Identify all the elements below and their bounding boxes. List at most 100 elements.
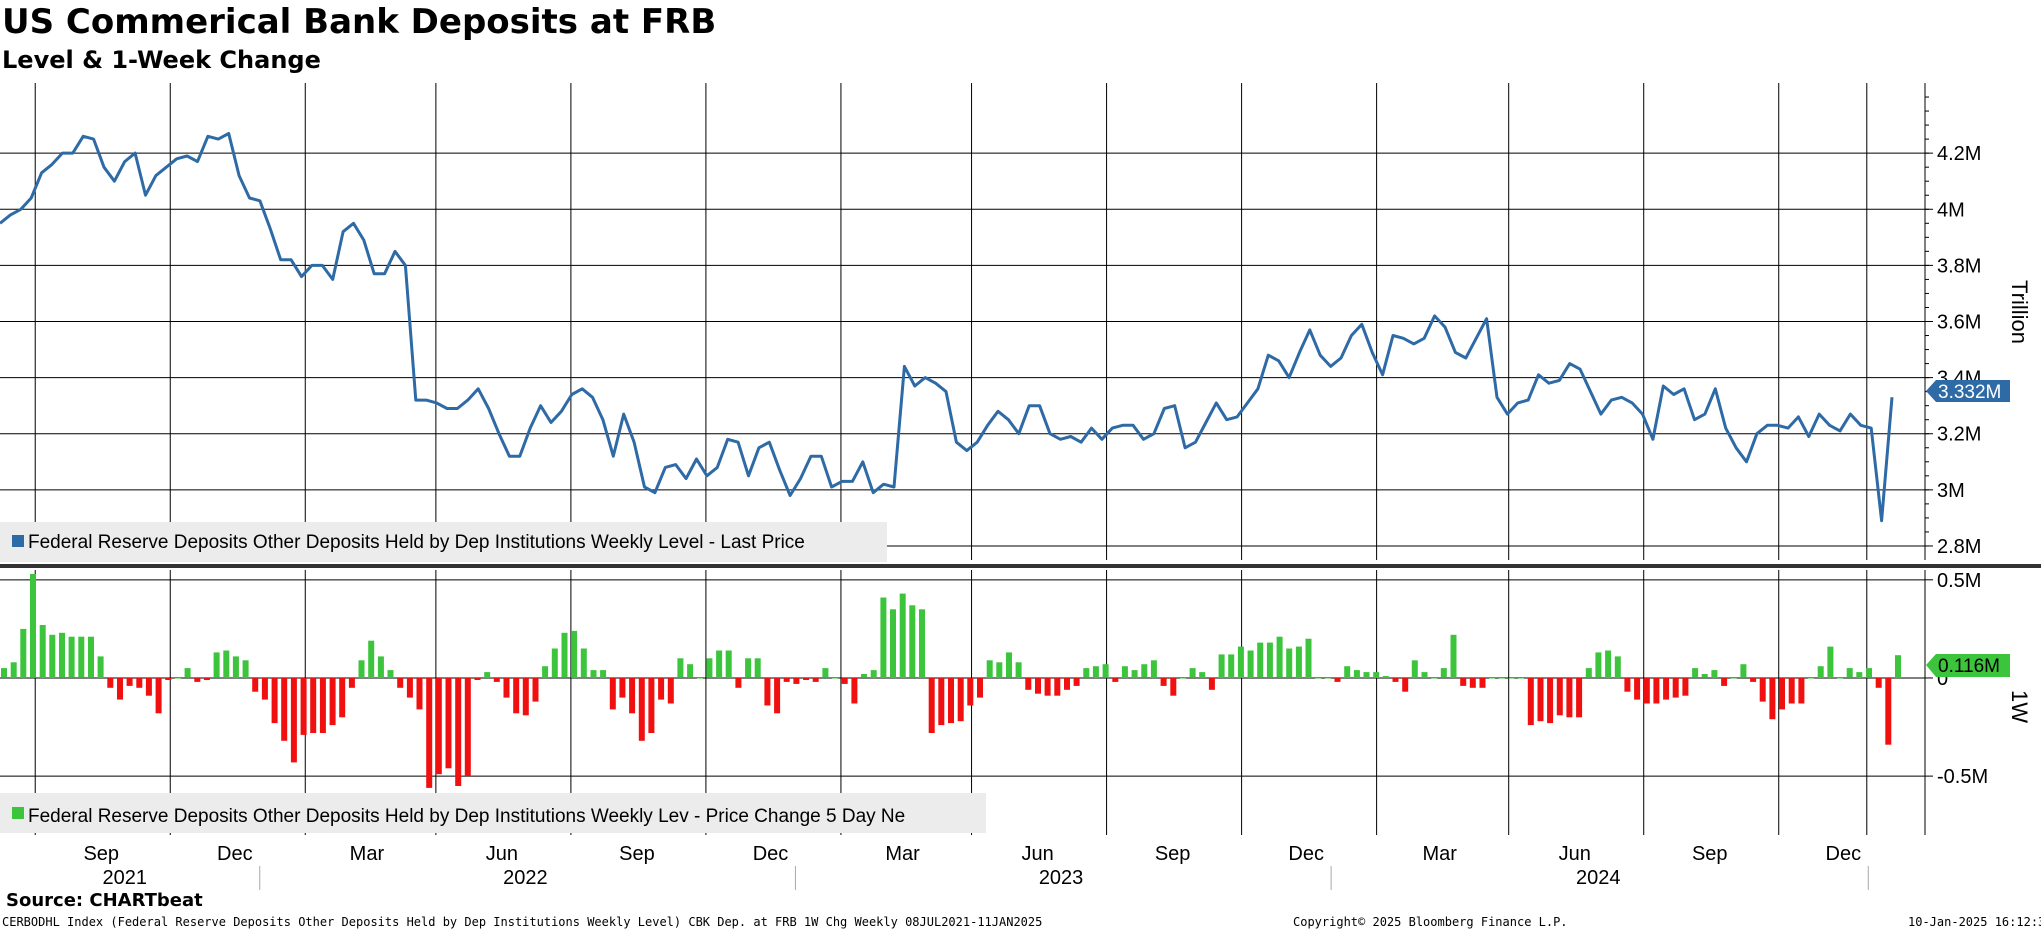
top-y-tick-label: 2.8M [1937, 536, 1981, 558]
change-bar [1305, 638, 1312, 678]
change-bar [551, 648, 558, 678]
change-bar [1885, 678, 1892, 745]
x-month-label: Sep [1692, 843, 1728, 865]
change-bar [223, 650, 230, 678]
x-month-label: Jun [486, 843, 518, 865]
change-bar [145, 678, 152, 696]
top-y-tick-label: 4.2M [1937, 143, 1981, 165]
change-bar [30, 573, 36, 678]
change-bar [1663, 678, 1670, 700]
change-bar [1788, 678, 1795, 704]
change-bar [261, 678, 268, 700]
change-bar [1827, 646, 1834, 678]
change-bar [1460, 678, 1467, 686]
change-bar [1392, 678, 1399, 682]
change-bar [1083, 668, 1090, 678]
change-bar [1295, 646, 1302, 678]
change-bar [397, 678, 404, 688]
top-y-tick-label: 4M [1937, 199, 1965, 221]
x-month-label: Dec [1826, 843, 1862, 865]
change-bar [68, 636, 75, 678]
x-month-label: Jun [1559, 843, 1591, 865]
change-bar [329, 678, 336, 726]
source-label: Source: CHARTbeat [6, 890, 203, 911]
change-bar [252, 678, 259, 692]
change-bar [1595, 652, 1602, 678]
change-bar [890, 609, 896, 678]
change-bar [880, 597, 887, 678]
change-bar [1286, 648, 1293, 678]
change-bar [126, 678, 133, 686]
top-last-value-label: 3.332M [1938, 382, 2001, 403]
x-month-label: Mar [1422, 843, 1457, 865]
change-bar [1324, 678, 1331, 679]
change-bar [387, 670, 394, 678]
change-bar [474, 678, 481, 680]
change-bar [1875, 678, 1882, 688]
change-bar [165, 678, 172, 680]
change-bar [542, 666, 549, 678]
change-bar [1614, 656, 1621, 678]
change-bar [1498, 678, 1505, 679]
x-month-label: Mar [350, 843, 385, 865]
change-bar [377, 656, 384, 678]
change-bar [1895, 655, 1901, 678]
change-bar [1044, 678, 1051, 696]
footer-timestamp: 10-Jan-2025 16:12:37 [1908, 915, 2041, 929]
change-bar [232, 656, 239, 678]
change-bar [870, 670, 877, 678]
change-bar [484, 672, 491, 678]
change-bar [184, 668, 191, 678]
change-bar [310, 678, 317, 733]
change-bar [1721, 678, 1728, 686]
change-bar [619, 678, 626, 698]
panel-separator [0, 564, 2041, 568]
change-bar [706, 658, 713, 678]
change-bar [1585, 668, 1592, 678]
change-bar [213, 652, 220, 678]
change-bar [406, 678, 413, 698]
bottom-last-value-badge: 0.116M [1926, 654, 2010, 677]
change-bar [368, 640, 375, 678]
x-year-label: 2021 [102, 867, 147, 889]
change-bar [300, 678, 307, 735]
x-month-label: Jun [1021, 843, 1053, 865]
top-y-tick-label: 3.2M [1937, 424, 1981, 446]
change-bar [319, 678, 326, 733]
change-bar [725, 650, 732, 678]
change-bar [1141, 664, 1148, 678]
change-bar [1779, 678, 1785, 710]
change-bar [1179, 678, 1186, 679]
change-bar [1527, 678, 1534, 726]
change-bar [812, 678, 819, 682]
page-title: US Commerical Bank Deposits at FRB [2, 2, 717, 42]
change-bar [1015, 662, 1022, 678]
footer-copyright: Copyright© 2025 Bloomberg Finance L.P. [1293, 915, 1568, 929]
change-bar [938, 678, 945, 726]
top-last-value-badge: 3.332M [1926, 380, 2010, 403]
change-bar [271, 678, 278, 724]
change-bar [78, 636, 85, 678]
change-bar [1121, 666, 1128, 678]
change-bar [745, 658, 752, 678]
change-bar [1798, 678, 1805, 704]
change-bar [445, 678, 452, 769]
change-bar [1682, 678, 1689, 696]
change-bar [426, 678, 433, 788]
change-bar [832, 678, 838, 679]
change-bar [1150, 660, 1157, 678]
change-bar [1759, 678, 1766, 702]
change-bar [1199, 672, 1206, 678]
bottom-legend-label: Federal Reserve Deposits Other Deposits … [28, 806, 905, 827]
page-subtitle: Level & 1-Week Change [2, 46, 321, 74]
change-bar [358, 660, 365, 678]
change-bar [928, 678, 935, 733]
change-bar [1537, 678, 1544, 722]
change-bar [1, 668, 7, 678]
top-y-tick-label: 3.6M [1937, 312, 1981, 334]
change-bar [174, 678, 181, 679]
change-bar [49, 634, 56, 678]
change-bar [1605, 650, 1612, 678]
change-bar [1769, 678, 1776, 720]
